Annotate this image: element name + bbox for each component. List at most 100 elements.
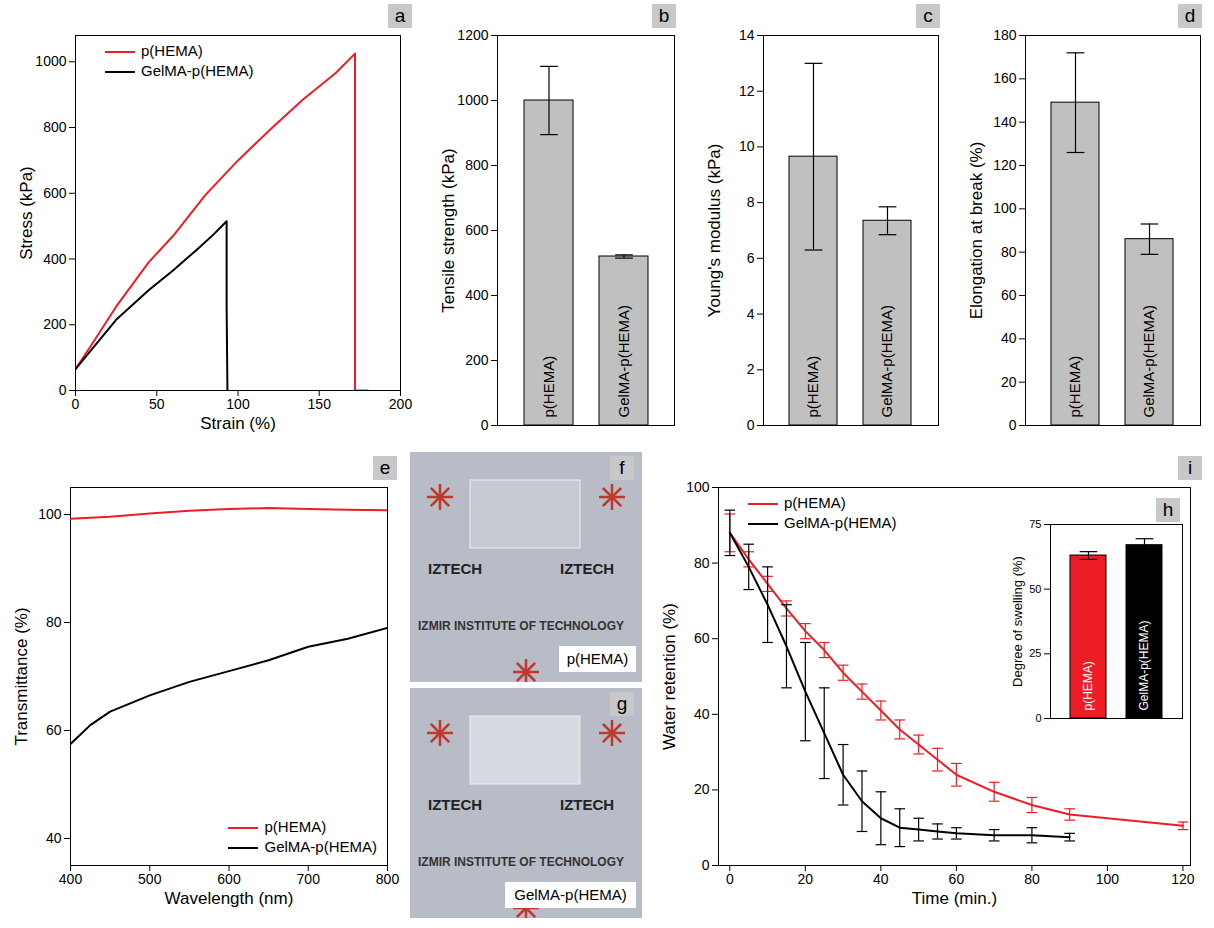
svg-text:200: 200 — [389, 396, 413, 412]
svg-text:40: 40 — [46, 830, 62, 846]
svg-text:80: 80 — [1001, 244, 1017, 260]
svg-text:p(HEMA): p(HEMA) — [1081, 661, 1095, 710]
svg-text:100: 100 — [38, 506, 62, 522]
svg-text:60: 60 — [694, 630, 710, 646]
svg-text:80: 80 — [694, 555, 710, 571]
svg-text:180: 180 — [993, 27, 1017, 43]
svg-text:150: 150 — [308, 396, 332, 412]
svg-text:1000: 1000 — [457, 92, 488, 108]
html-text:a: a — [394, 5, 406, 26]
html-text:h: h — [1162, 499, 1174, 520]
svg-text:2: 2 — [747, 361, 755, 377]
html-text:p(HEMA): p(HEMA) — [784, 494, 846, 511]
svg-text:0: 0 — [1035, 712, 1041, 724]
svg-text:800: 800 — [465, 157, 489, 173]
svg-text:IZMIR INSTITUTE OF TECHNOLOGY: IZMIR INSTITUTE OF TECHNOLOGY — [418, 619, 624, 633]
svg-text:1000: 1000 — [35, 53, 66, 69]
svg-text:IZTECH: IZTECH — [428, 560, 482, 577]
svg-text:400: 400 — [43, 250, 67, 266]
svg-text:GelMA-p(HEMA): GelMA-p(HEMA) — [615, 305, 632, 418]
html-text:p(HEMA): p(HEMA) — [141, 42, 203, 59]
svg-text:800: 800 — [43, 119, 67, 135]
svg-text:Elongation at break (%): Elongation at break (%) — [967, 142, 986, 320]
svg-text:600: 600 — [217, 871, 241, 887]
svg-text:60: 60 — [1001, 287, 1017, 303]
svg-text:60: 60 — [46, 722, 62, 738]
svg-text:p(HEMA): p(HEMA) — [567, 650, 629, 667]
svg-text:100: 100 — [226, 396, 250, 412]
svg-text:120: 120 — [993, 157, 1017, 173]
svg-text:800: 800 — [376, 871, 400, 887]
svg-text:80: 80 — [46, 614, 62, 630]
svg-text:50: 50 — [1029, 583, 1041, 595]
svg-text:40: 40 — [1001, 330, 1017, 346]
svg-text:14: 14 — [739, 27, 755, 43]
svg-text:4: 4 — [747, 306, 755, 322]
svg-text:p(HEMA): p(HEMA) — [1066, 356, 1083, 418]
svg-text:400: 400 — [59, 871, 83, 887]
svg-text:25: 25 — [1029, 647, 1041, 659]
svg-text:Time (min.): Time (min.) — [912, 889, 997, 908]
svg-text:IZTECH: IZTECH — [428, 796, 482, 813]
svg-text:Water retention (%): Water retention (%) — [660, 603, 679, 750]
svg-text:20: 20 — [694, 781, 710, 797]
html-text:e: e — [379, 457, 391, 478]
svg-text:1200: 1200 — [457, 27, 488, 43]
svg-text:Young's modulus (kPa): Young's modulus (kPa) — [705, 144, 724, 318]
html-text:GelMA-p(HEMA): GelMA-p(HEMA) — [264, 838, 377, 855]
svg-text:Degree of swelling (%): Degree of swelling (%) — [1010, 556, 1025, 687]
html-text:d: d — [1184, 5, 1196, 26]
html-text:b: b — [658, 5, 670, 26]
svg-text:8: 8 — [747, 194, 755, 210]
svg-text:200: 200 — [465, 352, 489, 368]
svg-text:6: 6 — [747, 250, 755, 266]
svg-text:0: 0 — [59, 382, 67, 398]
svg-text:GelMA-p(HEMA): GelMA-p(HEMA) — [514, 886, 627, 903]
svg-text:Tensile strength (kPa): Tensile strength (kPa) — [439, 148, 458, 312]
svg-text:IZMIR INSTITUTE OF TECHNOLOGY: IZMIR INSTITUTE OF TECHNOLOGY — [418, 855, 624, 869]
svg-text:Stress (kPa): Stress (kPa) — [17, 166, 36, 260]
svg-text:160: 160 — [993, 70, 1017, 86]
svg-text:50: 50 — [149, 396, 165, 412]
svg-text:700: 700 — [297, 871, 321, 887]
svg-text:40: 40 — [873, 871, 889, 887]
svg-text:600: 600 — [465, 222, 489, 238]
svg-text:p(HEMA): p(HEMA) — [540, 356, 557, 418]
svg-text:IZTECH: IZTECH — [560, 796, 614, 813]
svg-text:GelMA-p(HEMA): GelMA-p(HEMA) — [878, 305, 895, 418]
svg-text:0: 0 — [726, 871, 734, 887]
svg-text:75: 75 — [1029, 518, 1041, 530]
svg-text:500: 500 — [138, 871, 162, 887]
svg-text:0: 0 — [481, 417, 489, 433]
svg-text:100: 100 — [1096, 871, 1120, 887]
svg-text:200: 200 — [43, 316, 67, 332]
svg-text:400: 400 — [465, 287, 489, 303]
svg-text:GelMA-p(HEMA): GelMA-p(HEMA) — [1137, 620, 1151, 710]
html-text:g: g — [616, 693, 628, 714]
svg-text:60: 60 — [949, 871, 965, 887]
svg-text:0: 0 — [747, 417, 755, 433]
svg-text:GelMA-p(HEMA): GelMA-p(HEMA) — [1140, 305, 1157, 418]
svg-text:IZTECH: IZTECH — [560, 560, 614, 577]
svg-text:80: 80 — [1024, 871, 1040, 887]
svg-text:0: 0 — [72, 396, 80, 412]
svg-text:12: 12 — [739, 83, 755, 99]
svg-text:10: 10 — [739, 138, 755, 154]
svg-text:Strain (%): Strain (%) — [200, 414, 276, 433]
svg-text:100: 100 — [686, 479, 710, 495]
html-text:GelMA-p(HEMA): GelMA-p(HEMA) — [784, 514, 897, 531]
svg-text:Wavelength (nm): Wavelength (nm) — [165, 889, 294, 908]
svg-text:140: 140 — [993, 114, 1017, 130]
html-text:GelMA-p(HEMA): GelMA-p(HEMA) — [141, 62, 254, 79]
svg-text:0: 0 — [1009, 417, 1017, 433]
svg-text:40: 40 — [694, 706, 710, 722]
svg-text:Transmittance (%): Transmittance (%) — [12, 607, 31, 745]
svg-text:100: 100 — [993, 200, 1017, 216]
svg-text:0: 0 — [702, 857, 710, 873]
svg-text:20: 20 — [1001, 374, 1017, 390]
svg-text:p(HEMA): p(HEMA) — [804, 356, 821, 418]
svg-text:20: 20 — [798, 871, 814, 887]
svg-text:120: 120 — [1171, 871, 1195, 887]
svg-text:600: 600 — [43, 185, 67, 201]
html-text:p(HEMA): p(HEMA) — [264, 818, 327, 835]
